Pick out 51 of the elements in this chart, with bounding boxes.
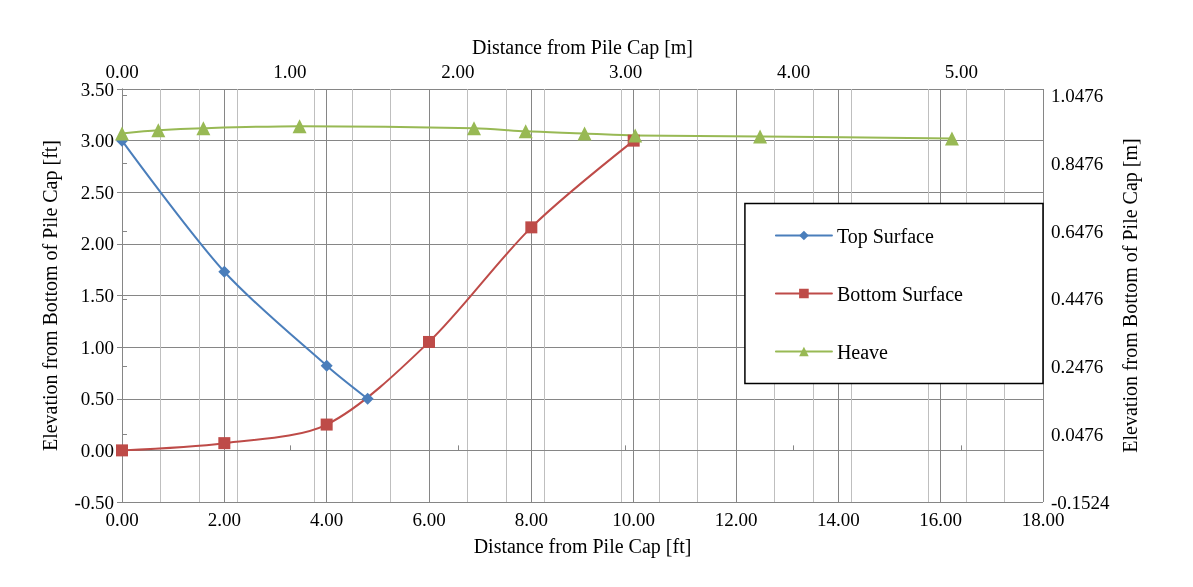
y-tick-label: 0.00 [80, 439, 114, 461]
y-tick-label: 3.00 [80, 130, 114, 152]
point [218, 437, 231, 450]
x-tick-label: 12.00 [714, 509, 758, 530]
point [218, 265, 231, 278]
point [320, 418, 333, 431]
y-tick-label: 0.50 [80, 388, 114, 410]
x2-tick-label: 5.00 [944, 61, 979, 82]
point [292, 119, 307, 134]
point [944, 131, 959, 146]
point [577, 126, 592, 141]
y2-tick-label: 0.6476 [1051, 220, 1104, 242]
x2-tick-label: 2.00 [441, 61, 475, 82]
x-tick-label: 8.00 [514, 509, 548, 530]
x2-tick-label: 4.00 [776, 61, 811, 82]
point [628, 128, 643, 143]
x-tick-label: 14.00 [816, 509, 860, 530]
y-tick-label: 1.50 [80, 285, 114, 306]
point [116, 444, 128, 457]
y2-tick-label: 0.2476 [1051, 356, 1104, 377]
point [361, 392, 374, 405]
point [115, 126, 129, 141]
y-tick-label: 1.00 [80, 336, 114, 358]
x-tick-label: 6.00 [412, 509, 446, 530]
legend-label: Bottom Surface [836, 282, 964, 305]
x-tick-label: 10.00 [612, 509, 656, 530]
x2-axis-title: Distance from Pile Cap [m] [471, 36, 694, 59]
y-tick-label: 2.00 [80, 233, 114, 255]
x2-tick-label: 1.00 [273, 61, 307, 82]
y2-tick-label: 1.0476 [1051, 85, 1104, 106]
legend-label: Heave [836, 340, 889, 363]
point [151, 123, 166, 138]
point [467, 121, 482, 136]
y2-tick-label: 0.8476 [1051, 152, 1104, 174]
y2-axis-title: Elevation from Bottom of Pile Cap [m] [1119, 138, 1143, 453]
point [320, 359, 333, 372]
point [525, 221, 538, 234]
y2-tick-label: 0.4476 [1051, 288, 1104, 310]
x-tick-label: 2.00 [207, 509, 241, 530]
point [753, 129, 768, 144]
y2-tick-label: 0.0476 [1051, 423, 1104, 445]
x-axis-title: Distance from Pile Cap [ft] [473, 535, 692, 558]
legend-label: Top Surface [836, 224, 934, 248]
x-tick-label: 4.00 [310, 509, 344, 530]
point [196, 121, 211, 136]
y-axis-title: Elevation from Bottom of Pile Cap [ft] [39, 139, 62, 452]
point [518, 124, 533, 139]
y-tick-label: 2.50 [80, 181, 114, 203]
x-tick-label: 16.00 [919, 509, 963, 530]
x2-tick-label: 3.00 [609, 61, 643, 82]
point [423, 335, 435, 348]
